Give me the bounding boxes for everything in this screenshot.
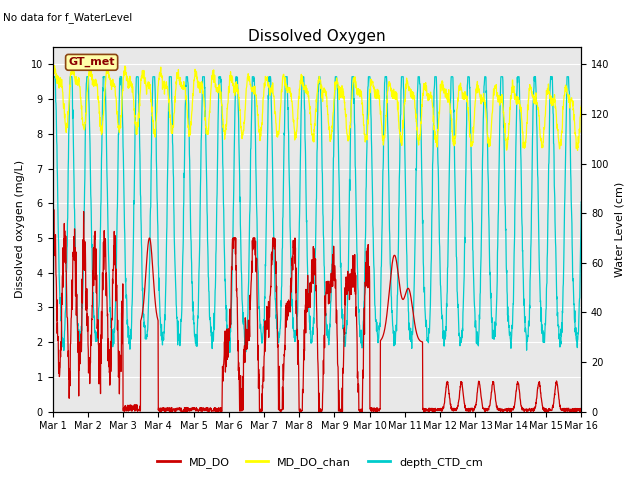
Title: Dissolved Oxygen: Dissolved Oxygen	[248, 29, 386, 44]
Legend: MD_DO, MD_DO_chan, depth_CTD_cm: MD_DO, MD_DO_chan, depth_CTD_cm	[153, 452, 487, 472]
Y-axis label: Water Level (cm): Water Level (cm)	[615, 182, 625, 277]
Text: GT_met: GT_met	[68, 57, 115, 68]
Y-axis label: Dissolved oxygen (mg/L): Dissolved oxygen (mg/L)	[15, 160, 25, 299]
Text: No data for f_WaterLevel: No data for f_WaterLevel	[3, 12, 132, 23]
